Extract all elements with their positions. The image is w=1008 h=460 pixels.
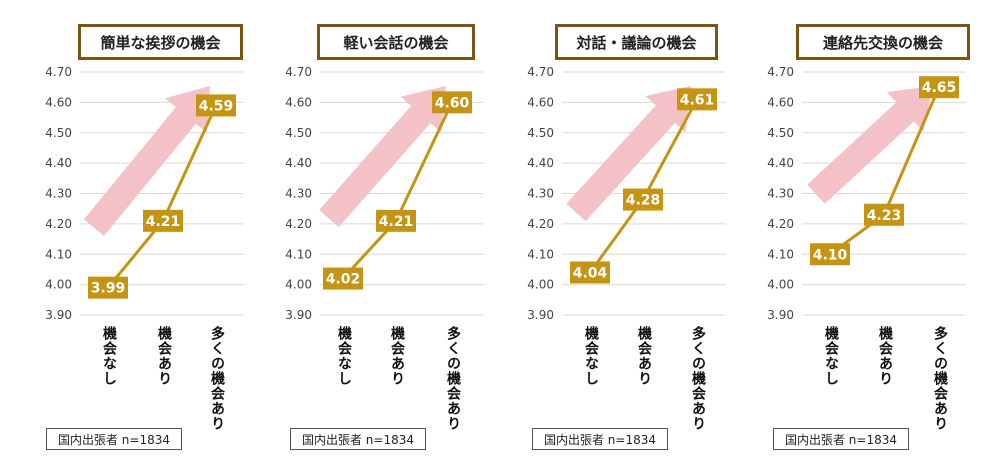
y-tick-label: 4.30 — [527, 187, 554, 201]
y-tick-label: 4.50 — [45, 126, 72, 140]
y-tick-label: 4.00 — [527, 278, 554, 292]
data-label-box — [196, 94, 236, 117]
y-tick-label: 4.00 — [285, 278, 312, 292]
x-category-label: 多くの機会あり — [209, 326, 225, 431]
y-tick-label: 4.50 — [285, 126, 312, 140]
y-tick-label: 4.20 — [45, 217, 72, 231]
data-label-box — [88, 276, 128, 299]
x-category-label: 機会なし — [101, 326, 117, 386]
y-tick-label: 4.50 — [527, 126, 554, 140]
x-category-label: 機会あり — [156, 326, 172, 386]
data-label-box — [376, 209, 416, 232]
y-tick-label: 4.70 — [45, 65, 72, 79]
y-tick-label: 4.70 — [767, 65, 794, 79]
data-label-box — [570, 261, 610, 284]
y-tick-label: 4.10 — [527, 247, 554, 261]
chart-title: 連絡先交換の機会 — [796, 24, 970, 60]
data-label: 4.28 — [626, 193, 661, 209]
y-tick-label: 4.50 — [767, 126, 794, 140]
data-label-box — [810, 243, 850, 266]
y-tick-label: 4.00 — [767, 278, 794, 292]
x-category-label: 機会なし — [823, 326, 839, 386]
y-tick-label: 4.60 — [767, 95, 794, 109]
y-tick-label: 4.10 — [45, 247, 72, 261]
y-tick-label: 4.70 — [285, 65, 312, 79]
chart-title: 軽い会話の機会 — [317, 24, 475, 60]
data-label: 4.65 — [922, 80, 957, 96]
y-tick-label: 4.00 — [45, 278, 72, 292]
y-tick-label: 4.30 — [767, 187, 794, 201]
y-tick-label: 3.90 — [527, 308, 554, 322]
data-label: 4.21 — [146, 214, 181, 230]
y-tick-label: 4.40 — [767, 156, 794, 170]
y-tick-label: 4.30 — [285, 187, 312, 201]
x-category-label: 機会あり — [877, 326, 893, 386]
sample-size-note: 国内出張者 n=1834 — [46, 428, 182, 450]
trend-arrow-icon — [83, 86, 210, 236]
data-label: 4.02 — [326, 272, 361, 288]
data-label-box — [677, 88, 717, 111]
y-tick-label: 4.70 — [527, 65, 554, 79]
y-tick-label: 3.90 — [285, 308, 312, 322]
y-tick-label: 3.90 — [767, 308, 794, 322]
data-label-box — [143, 209, 183, 232]
x-category-label: 多くの機会あり — [445, 326, 461, 431]
data-label: 4.10 — [813, 247, 848, 263]
trend-arrow-icon — [566, 86, 691, 222]
x-category-label: 多くの機会あり — [932, 326, 948, 431]
data-label: 4.60 — [435, 95, 470, 111]
data-label-box — [919, 76, 959, 99]
data-label-box — [864, 203, 904, 226]
y-tick-label: 3.90 — [45, 308, 72, 322]
data-label-box — [623, 188, 663, 211]
y-tick-label: 4.60 — [45, 95, 72, 109]
y-tick-label: 4.20 — [767, 217, 794, 231]
y-tick-label: 4.30 — [45, 187, 72, 201]
data-label: 4.04 — [573, 265, 608, 281]
trend-arrow-icon — [807, 86, 933, 204]
y-tick-label: 4.10 — [285, 247, 312, 261]
chart-title: 簡単な挨拶の機会 — [78, 24, 243, 60]
y-tick-label: 4.20 — [285, 217, 312, 231]
y-tick-label: 4.40 — [285, 156, 312, 170]
y-tick-label: 4.60 — [527, 95, 554, 109]
x-category-label: 機会なし — [583, 326, 599, 386]
data-label-box — [323, 267, 363, 290]
data-label: 4.21 — [379, 214, 414, 230]
x-category-label: 機会あり — [636, 326, 652, 386]
y-tick-label: 4.40 — [527, 156, 554, 170]
sample-size-note: 国内出張者 n=1834 — [773, 428, 909, 450]
x-category-label: 機会あり — [389, 326, 405, 386]
data-label-box — [432, 91, 472, 114]
data-label: 4.61 — [680, 92, 715, 108]
x-category-label: 多くの機会あり — [690, 326, 706, 431]
x-category-label: 機会なし — [336, 326, 352, 386]
y-tick-label: 4.10 — [767, 247, 794, 261]
y-tick-label: 4.40 — [45, 156, 72, 170]
trend-arrow-icon — [319, 86, 446, 228]
y-tick-label: 4.60 — [285, 95, 312, 109]
data-label: 4.23 — [867, 208, 902, 224]
y-tick-label: 4.20 — [527, 217, 554, 231]
sample-size-note: 国内出張者 n=1834 — [290, 428, 426, 450]
data-label: 4.59 — [199, 98, 234, 114]
sample-size-note: 国内出張者 n=1834 — [532, 428, 668, 450]
data-label: 3.99 — [91, 281, 126, 297]
chart-title: 対話・議論の機会 — [555, 24, 718, 60]
